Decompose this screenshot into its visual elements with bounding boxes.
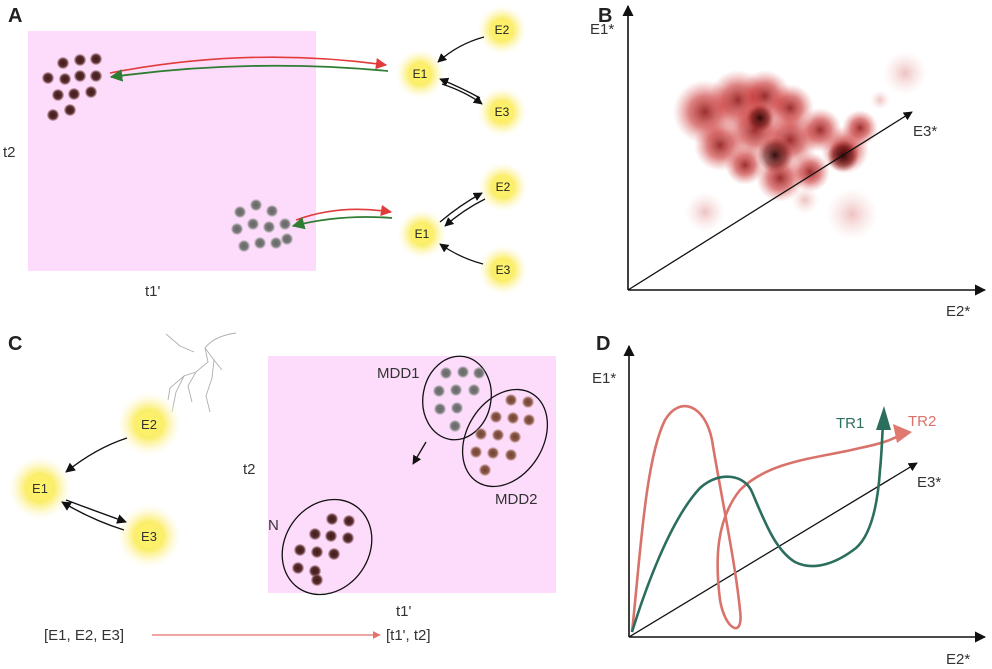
trajectory-tr2-arrowhead (893, 424, 912, 443)
panel-a-red-arrow-top (109, 56, 388, 74)
node-e3-label: E3 (141, 529, 157, 544)
lightning-icon (165, 332, 237, 413)
node-e1-label: E1 (413, 67, 428, 81)
cluster-mdd2-dots (470, 394, 535, 476)
node-e1 (397, 209, 447, 259)
mapping-from-label: [E1, E2, E3] (44, 627, 124, 644)
panel-a-green-arrow-top (109, 64, 389, 82)
panel-a-letter: A (8, 5, 22, 27)
panel-b-point-cloud (673, 51, 927, 240)
panel-a-plot-area (28, 31, 316, 271)
cluster-mdd1-outline (422, 355, 492, 441)
node-e1-label: E1 (415, 227, 430, 241)
node-e1 (8, 456, 72, 520)
panel-b-axis-y-label: E1* (590, 21, 614, 38)
trajectory-tr1 (630, 425, 885, 633)
cluster-n-label: N (268, 517, 279, 534)
cluster-mdd1-dots (433, 366, 485, 432)
node-e2-label: E2 (141, 417, 157, 432)
cluster-n-outline (281, 498, 373, 596)
panel-a-ylabel: t2 (3, 144, 16, 161)
node-e3 (117, 504, 181, 568)
trajectory-tr1-label: TR1 (836, 415, 864, 432)
cluster-mdd1-label: MDD1 (377, 365, 420, 382)
panel-c-letter: C (8, 333, 22, 355)
panel-d-diag-axis (628, 462, 918, 638)
panel-d-axis-diag-label: E3* (917, 474, 941, 491)
trajectory-tr2-label: TR2 (908, 413, 936, 430)
panel-c-xlabel: t1' (396, 603, 412, 620)
node-e2 (478, 162, 528, 212)
node-e1-label: E1 (32, 481, 48, 496)
node-e3-label: E3 (495, 105, 510, 119)
node-e2 (477, 5, 527, 55)
panel-a-dark-cluster (42, 53, 102, 121)
panel-b-letter: B (598, 5, 612, 27)
cluster-mdd2-label: MDD2 (495, 491, 538, 508)
node-e2-label: E2 (496, 180, 511, 194)
panel-d-axis-x-label: E2* (946, 651, 970, 668)
node-e2 (117, 392, 181, 456)
mapping-to-label: [t1', t2] (386, 627, 431, 644)
node-e1 (395, 49, 445, 99)
panel-a-green-arrow-bottom (291, 216, 393, 230)
panel-c: C E1 E2 E3 t2 t1' (8, 332, 556, 644)
panel-c-shift-arrow (412, 441, 427, 465)
panel-d-letter: D (596, 333, 610, 355)
trajectory-tr2 (630, 404, 903, 633)
panel-b: B E1* E3* (590, 4, 987, 320)
panel-a-top-network: E1 E2 E3 (395, 5, 527, 137)
panel-b-diag-axis (627, 111, 913, 291)
panel-d: D E1* E3* E2* TR2 TR1 (592, 333, 987, 668)
panel-a-grey-cluster (231, 199, 293, 252)
panel-c-network: E1 E2 E3 (8, 392, 181, 568)
cluster-mdd2-outline (461, 388, 549, 488)
panel-a: A t2 t1' (3, 5, 528, 300)
panel-a-xlabel: t1' (145, 283, 161, 300)
cluster-n-dots (292, 513, 355, 586)
panel-d-axis-y-label: E1* (592, 370, 616, 387)
node-e3-label: E3 (496, 263, 511, 277)
panel-b-axis-x-label: E2* (946, 303, 970, 320)
panel-a-red-arrow-bottom (295, 204, 393, 221)
trajectory-tr1-arrowhead (876, 406, 891, 430)
node-e2-label: E2 (495, 23, 510, 37)
panel-c-plot-area (268, 356, 556, 593)
node-e3 (477, 87, 527, 137)
panel-a-bottom-network: E1 E2 E3 (397, 162, 528, 295)
panel-c-ylabel: t2 (243, 461, 256, 478)
panel-b-axis-diag-label: E3* (913, 123, 937, 140)
node-e3 (478, 245, 528, 295)
